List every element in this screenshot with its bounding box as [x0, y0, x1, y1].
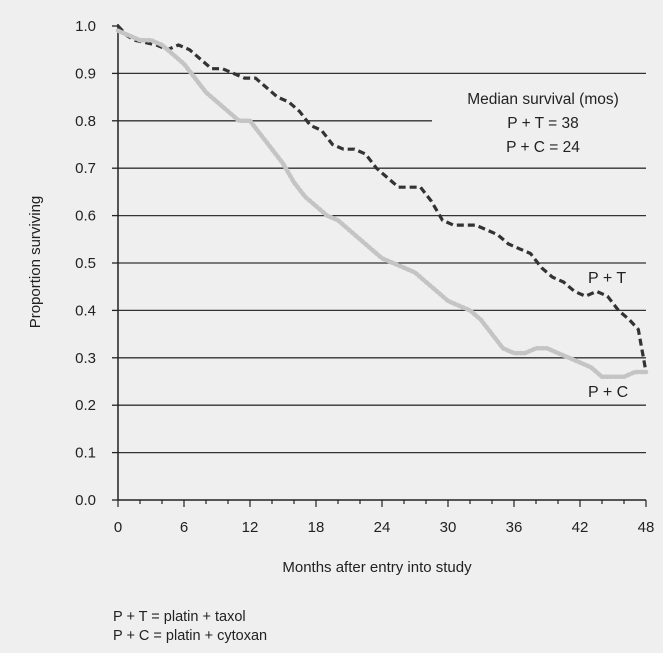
- series-line-pc: [115, 28, 649, 380]
- footnote-pc: P + C = platin + cytoxan: [113, 628, 268, 644]
- series-label-pc: P + C: [588, 384, 628, 401]
- axes: [112, 24, 647, 507]
- x-tick-label: 36: [506, 519, 523, 536]
- grid-lines: [118, 72, 646, 454]
- series-label-pt: P + T: [588, 270, 626, 287]
- y-tick-label: 0.7: [75, 160, 96, 177]
- y-tick-label: 0.6: [75, 208, 96, 225]
- x-tick-label: 18: [308, 519, 325, 536]
- y-tick-label: 0.0: [75, 492, 96, 509]
- y-tick-label: 0.3: [75, 350, 96, 367]
- y-tick-label: 1.0: [75, 18, 96, 35]
- x-tick-label: 12: [242, 519, 259, 536]
- footnote-pt: P + T = platin + taxol: [113, 609, 246, 625]
- x-tick-label: 48: [638, 519, 655, 536]
- series-lines: [115, 24, 649, 380]
- x-tick-label: 42: [572, 519, 589, 536]
- series-line-pt: [116, 24, 648, 373]
- y-tick-label: 0.5: [75, 255, 96, 272]
- y-tick-label: 0.9: [75, 65, 96, 82]
- x-tick-label: 0: [114, 519, 122, 536]
- median-survival-heading: Median survival (mos): [467, 91, 619, 108]
- y-tick-label: 0.8: [75, 113, 96, 130]
- x-tick-label: 24: [374, 519, 391, 536]
- x-tick-label: 30: [440, 519, 457, 536]
- x-tick-label: 6: [180, 519, 188, 536]
- y-tick-label: 0.1: [75, 445, 96, 462]
- x-axis-label: Months after entry into study: [282, 559, 472, 576]
- median-survival-pc: P + C = 24: [506, 139, 580, 156]
- y-axis-label: Proportion surviving: [27, 196, 44, 329]
- y-tick-label: 0.2: [75, 397, 96, 414]
- tick-labels: 0.0 0.1 0.2 0.3 0.4 0.5 0.6 0.7 0.8 0.9 1.0 0 6 12 18 2…: [75, 18, 654, 536]
- y-tick-label: 0.4: [75, 302, 96, 319]
- median-survival-pt: P + T = 38: [507, 115, 579, 132]
